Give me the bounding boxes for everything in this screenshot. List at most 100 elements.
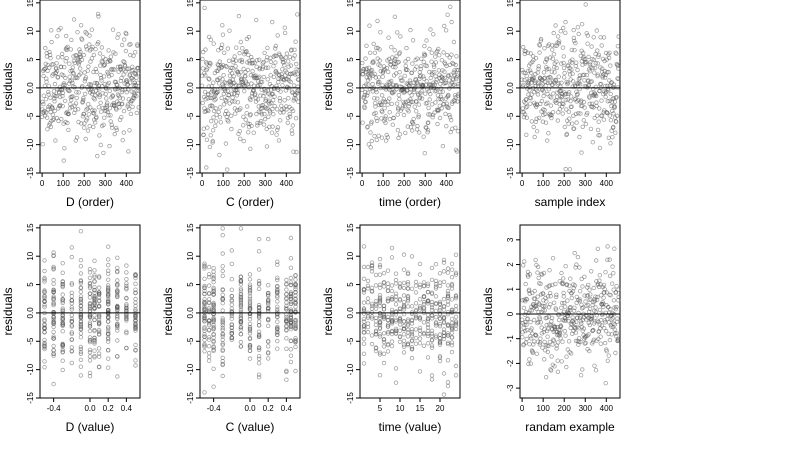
data-point	[547, 268, 552, 273]
data-point	[541, 89, 546, 94]
data-point	[266, 283, 271, 288]
y-tick-label: -10	[26, 138, 35, 150]
data-point	[361, 66, 366, 72]
data-point	[69, 337, 74, 342]
data-point	[571, 285, 576, 291]
data-point	[433, 320, 439, 325]
data-point	[238, 292, 244, 297]
x-tick-label: 0	[200, 179, 205, 188]
data-point	[108, 119, 113, 124]
data-point	[373, 328, 379, 333]
data-point	[105, 262, 111, 268]
y-tick-label: 15	[26, 223, 35, 232]
data-point	[405, 327, 411, 332]
data-point	[105, 257, 111, 262]
data-point	[521, 109, 526, 115]
data-point	[200, 56, 205, 62]
data-point	[429, 305, 435, 310]
data-point	[288, 63, 294, 68]
data-point	[207, 77, 212, 82]
data-point	[527, 308, 533, 313]
data-point	[119, 42, 125, 48]
data-point	[58, 26, 63, 31]
data-point	[46, 89, 51, 95]
data-point	[100, 105, 106, 111]
data-point	[554, 292, 559, 297]
plot-frame	[519, 224, 621, 399]
data-point	[288, 275, 294, 281]
data-point	[81, 125, 87, 130]
data-point	[211, 80, 216, 85]
data-point	[377, 319, 383, 324]
data-point	[602, 68, 607, 74]
data-point	[256, 323, 262, 328]
data-point	[541, 70, 547, 75]
data-point	[60, 358, 65, 363]
data-point	[417, 282, 423, 287]
data-point	[238, 296, 244, 301]
data-point	[361, 307, 367, 312]
data-point	[284, 70, 289, 75]
data-point	[385, 135, 390, 140]
data-point	[284, 307, 289, 312]
data-point	[373, 283, 379, 288]
data-point	[293, 115, 299, 121]
data-point	[271, 111, 276, 117]
data-point	[553, 77, 558, 83]
data-point	[60, 367, 65, 373]
data-point	[429, 307, 435, 313]
data-point	[284, 377, 289, 382]
data-point	[251, 83, 257, 88]
y-tick-label: 15	[346, 223, 355, 232]
data-point	[42, 342, 47, 347]
data-point	[561, 276, 566, 281]
data-point	[78, 373, 84, 378]
data-point	[53, 138, 58, 143]
data-point	[246, 124, 252, 130]
data-point	[601, 91, 606, 97]
data-point	[421, 320, 427, 325]
data-point	[80, 114, 86, 119]
data-point	[243, 74, 248, 79]
data-point	[238, 327, 244, 332]
data-point	[203, 73, 208, 78]
data-point	[566, 318, 571, 324]
data-point	[111, 100, 116, 106]
data-point	[74, 89, 79, 95]
data-point	[521, 114, 527, 120]
data-point	[54, 61, 59, 66]
data-point	[69, 360, 74, 366]
data-point	[256, 375, 262, 380]
data-point	[524, 73, 529, 79]
data-point	[401, 332, 407, 337]
data-point	[616, 294, 621, 300]
data-point	[535, 270, 540, 275]
data-point	[115, 283, 120, 288]
data-point	[60, 292, 65, 297]
data-point	[271, 54, 276, 59]
x-tick-label: 300	[99, 179, 113, 188]
data-point	[601, 117, 606, 122]
data-point	[529, 70, 534, 76]
data-point	[255, 120, 260, 126]
y-tick-label: 0.0	[26, 307, 35, 319]
data-point	[78, 279, 84, 284]
y-tick-label: -5	[186, 112, 195, 120]
data-point	[220, 264, 225, 269]
y-tick-label: 10	[506, 26, 515, 35]
data-point	[571, 320, 577, 325]
y-tick-label: 10	[186, 251, 195, 260]
data-point	[55, 34, 60, 39]
data-point	[383, 99, 388, 105]
data-point	[425, 325, 431, 330]
data-point	[417, 331, 423, 337]
data-point	[445, 333, 451, 338]
data-point	[109, 125, 115, 130]
data-point	[132, 50, 138, 55]
data-point	[42, 296, 47, 301]
data-point	[220, 373, 225, 379]
data-point	[106, 113, 111, 118]
data-point	[82, 78, 87, 84]
data-point	[91, 111, 97, 116]
data-point	[51, 329, 56, 335]
